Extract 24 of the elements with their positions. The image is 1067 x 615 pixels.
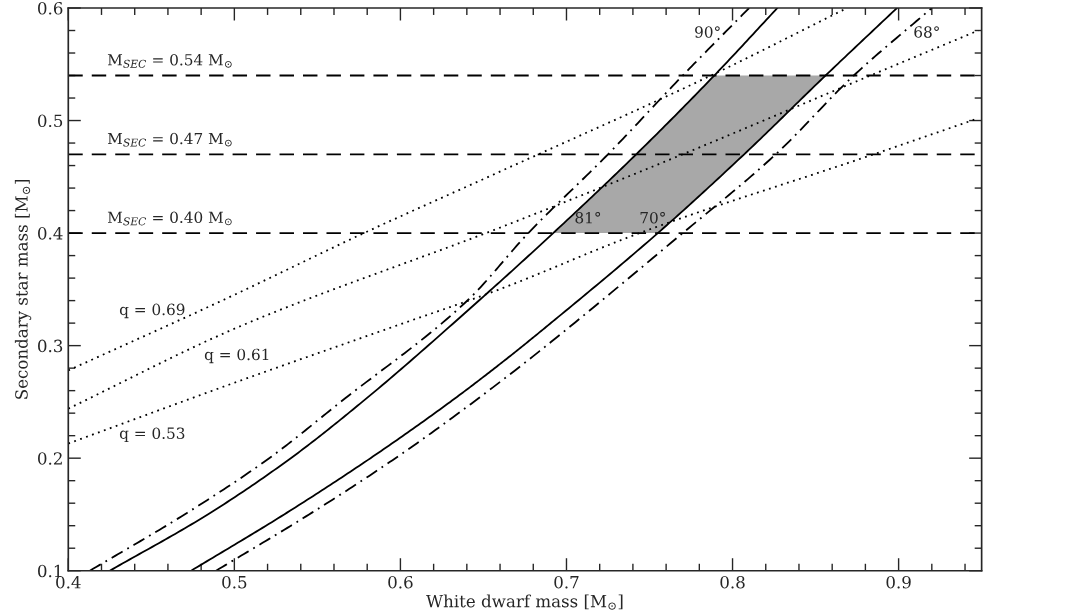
y-tick-label: 0.2 [38,452,62,465]
annotation: 68° [914,26,939,38]
y-tick-label: 0.1 [38,564,62,578]
x-tick-label: 0.4 [56,575,81,589]
annotation: 90° [695,26,720,38]
x-tick-label: 0.5 [222,575,247,589]
annotation: 70° [640,211,665,224]
ref-line-label: M$_{SEC}$ = 0.54 M$_{⊙}$ [107,53,232,68]
x-tick-label: 0.6 [388,575,413,589]
y-axis-title: Secondary star mass [M$_{⊙}$] [14,180,32,399]
annotation: q = 0.61 [204,348,269,364]
x-tick-label: 0.9 [886,575,911,589]
annotation: q = 0.53 [119,427,185,442]
y-tick-label: 0.6 [38,1,63,15]
y-tick-label: 0.3 [38,339,63,353]
ref-line-label: M$_{SEC}$ = 0.40 M$_{⊙}$ [107,211,232,226]
x-axis-title: White dwarf mass [M$_{⊙}$] [426,594,623,610]
y-tick-label: 0.5 [38,114,63,128]
ref-line-label: M$_{SEC}$ = 0.47 M$_{⊙}$ [107,132,232,147]
x-tick-label: 0.7 [554,575,579,589]
x-tick-label: 0.8 [720,575,745,589]
y-tick-label: 0.4 [38,227,63,240]
annotation: 81° [575,211,601,224]
annotation: q = 0.69 [119,303,185,319]
